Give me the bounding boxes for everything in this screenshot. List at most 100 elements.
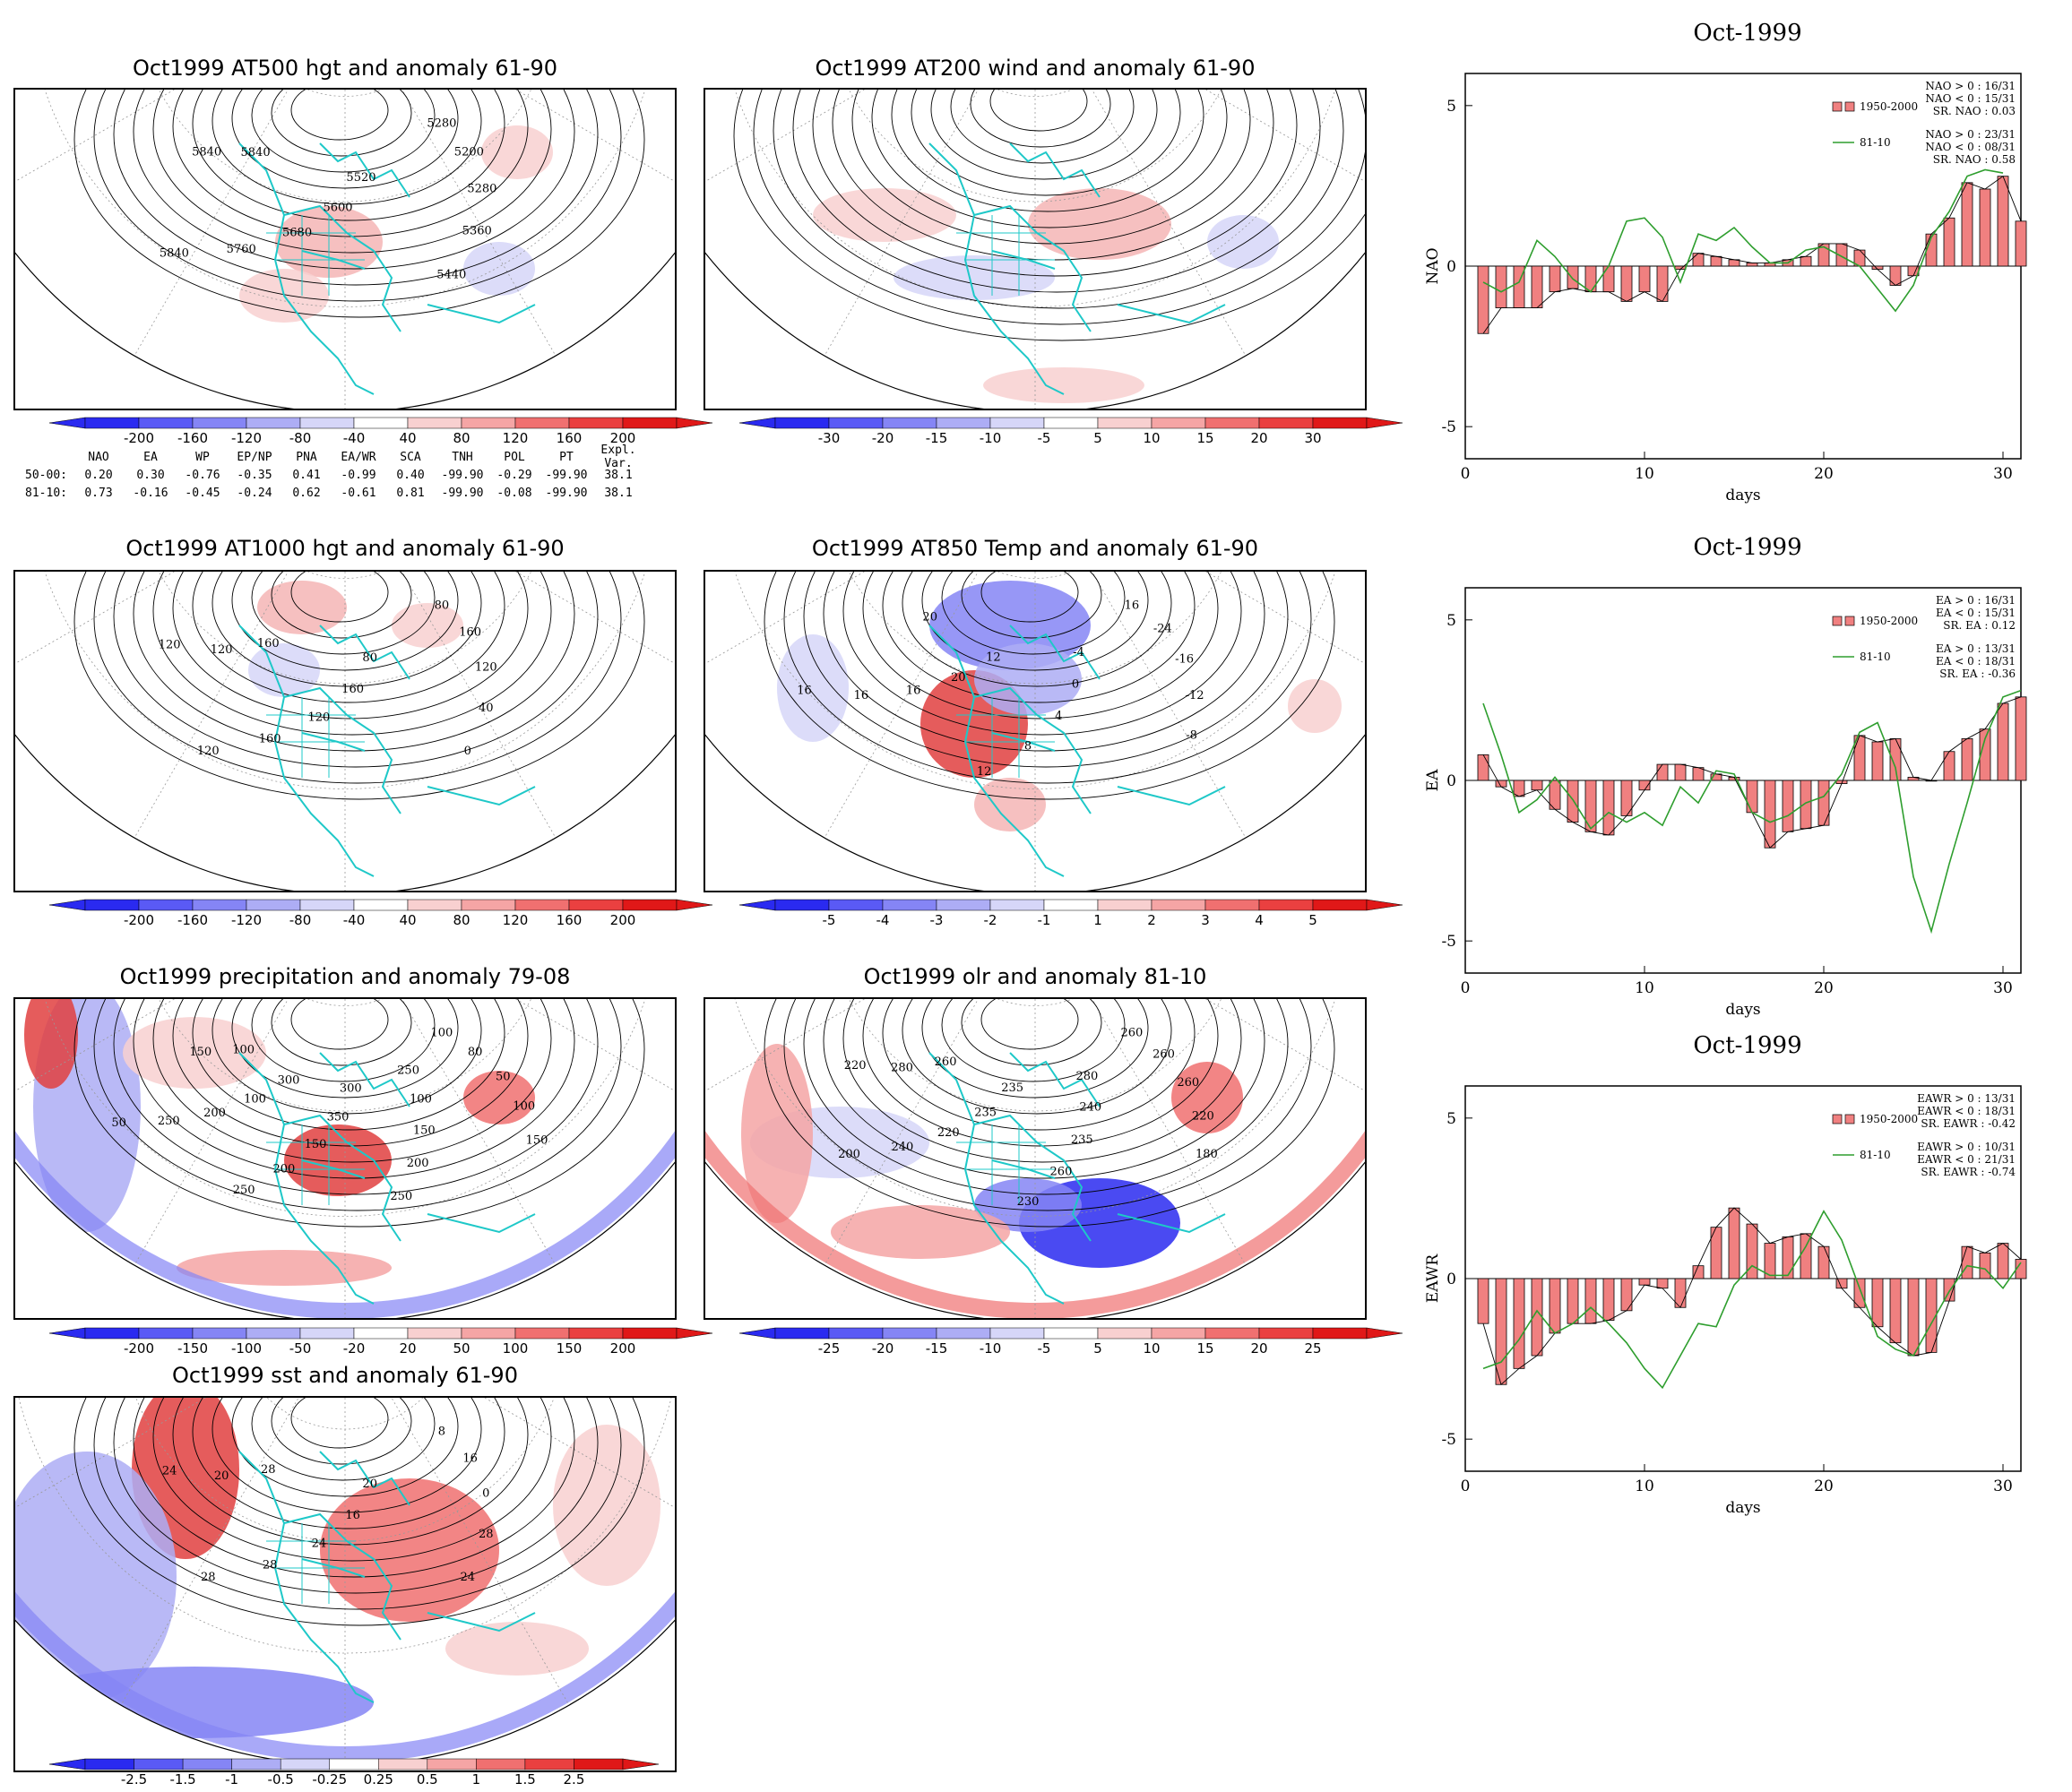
colorbar-segment [1204,899,1260,911]
contour-label: -24 [1153,623,1172,636]
meridian [134,999,346,1266]
boundary-lines [956,215,1055,296]
colorbar: -2.5 -1.5 -1 -0.5 -0.25 0.25 0.5 1 1.5 2.5 [48,1758,660,1788]
contour-line [271,90,412,157]
colorbar-label: 160 [557,430,583,446]
coastline [238,142,536,395]
contour-label: 8 [438,1426,445,1439]
contour-line [113,1398,599,1594]
boundary-lines [266,215,365,296]
bar [1584,265,1597,293]
x-tick-label: 20 [1814,1478,1834,1495]
bar [1710,255,1722,267]
contour-line [133,572,575,752]
bar [1549,265,1561,293]
contour-label: 5360 [462,225,492,238]
meridian [344,572,557,839]
meridian [705,572,1036,685]
x-tick-label: 10 [1635,465,1654,483]
y-tick-label: 0 [1446,772,1456,790]
contour-label: 250 [158,1115,180,1128]
contour-line [172,1398,529,1546]
colorbar-label: -4 [876,912,890,928]
contour-label: 0 [1072,677,1079,691]
contour-line [290,90,389,141]
map-frame [704,88,1367,410]
contour-label: 180 [1196,1148,1218,1161]
contour-line [862,572,1219,719]
stats-cell: 0.40 [396,468,425,482]
colorbar-segment [828,899,884,911]
contour-label: 5200 [454,145,484,159]
contour-line [823,999,1265,1179]
colorbar: -200 -150 -100 -50 -20 20 50 100 150 200 [48,1327,713,1357]
contour-line [290,1398,389,1449]
contour-label: 100 [430,1027,453,1040]
ts-title: Oct-1999 [1693,20,1802,47]
contour-label: 260 [1177,1076,1199,1090]
stats-cell: -0.35 [237,468,272,482]
legend-bar-swatch [1832,616,1843,626]
stats-cell: -99.90 [441,486,484,500]
legend-stat: NAO < 0 : 08/31 [1925,141,2016,153]
colorbar-segment [1043,899,1099,911]
meridian [134,90,346,357]
y-tick-label: -5 [1441,418,1456,436]
contour-line [902,999,1172,1115]
contour-label: 120 [307,711,330,724]
contour-line [113,999,599,1195]
bar [1602,265,1615,293]
contour-line [271,572,412,639]
colorbar-segment [407,899,462,911]
colorbar-segment [461,899,516,911]
colorbar-segment [353,417,409,429]
colorbar-arrow-right [676,1327,713,1340]
map-title: Oct1999 AT200 wind and anomaly 61-90 [815,56,1256,81]
anomaly-region [463,242,535,296]
bar [1800,255,1812,267]
colorbar-segment [407,1327,462,1340]
contour-line [803,572,1289,768]
contour-line [251,90,436,173]
legend-stat: EA > 0 : 16/31 [1936,594,2016,607]
contour-label: 16 [797,685,812,698]
colorbar-segment [774,417,830,429]
bar [1549,1278,1561,1334]
contour-line [231,1398,459,1497]
colorbar-segment [622,417,678,429]
bar [1782,780,1794,832]
contour-label: 100 [410,1093,432,1107]
contour-label: 5840 [192,145,221,159]
contour-line [911,90,1181,196]
contour-label: 220 [1192,1110,1214,1124]
colorbar-label: -3 [930,912,944,928]
colorbar-label: 40 [399,912,416,928]
contour-label: 235 [974,1107,997,1120]
anomaly-region [284,1124,392,1196]
colorbar-segment [427,1758,477,1770]
colorbar-label: -1 [225,1771,238,1788]
meridian [1034,90,1247,357]
colorbar-label: -160 [177,912,208,928]
contour-label: 250 [397,1064,419,1077]
colorbar-label: -40 [343,912,366,928]
colorbar-arrow-left [738,899,776,911]
contour-line [891,90,1204,212]
contour-line [231,90,459,189]
legend-stat: EAWR < 0 : 18/31 [1917,1105,2016,1117]
stats-row: 81-10: 0.73 -0.16 -0.45 -0.24 0.62 -0.61… [13,484,644,502]
meridian [344,999,557,1266]
bar [1961,182,1973,267]
anomaly-region [777,634,849,742]
colorbar-segment [1312,417,1368,429]
contour-label: 5840 [160,247,189,261]
contour-line [902,572,1172,687]
colorbar-segment [246,417,301,429]
bar [1800,780,1812,830]
contour-label: 280 [891,1062,913,1075]
bar [1997,702,2009,781]
map-frame: 80 160 120 40 0 80 160 120 160 120 160 120 120 [13,570,677,892]
colorbar-segment [1204,417,1260,429]
